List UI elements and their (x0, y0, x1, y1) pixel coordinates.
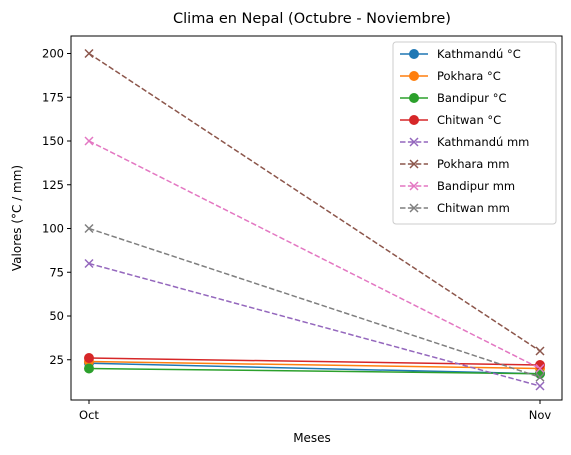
series (84, 136, 545, 374)
x-tick-label: Nov (529, 408, 552, 422)
series-line (88, 52, 541, 352)
x-axis-label: Meses (293, 431, 331, 445)
data-point (84, 258, 94, 269)
legend-item: Bandipur mm (400, 179, 515, 193)
y-axis: 25 50 75 100 125 150 175 200 (42, 47, 71, 367)
data-point (409, 203, 419, 213)
data-point (409, 49, 419, 59)
series-line (88, 140, 541, 370)
legend-item: Pokhara mm (400, 157, 509, 171)
plot-area (70, 35, 563, 401)
marker-stroke (409, 137, 419, 147)
data-point (409, 93, 419, 103)
marker-stroke (409, 203, 419, 213)
marker-stroke (409, 159, 419, 169)
y-tick-label: 75 (49, 265, 64, 279)
legend-item: Kathmandú °C (400, 47, 521, 61)
data-point (84, 136, 94, 146)
series (84, 258, 545, 391)
marker-stroke (84, 48, 94, 59)
legend-item: Chitwan mm (400, 201, 510, 215)
legend-label: Kathmandú mm (437, 135, 529, 149)
data-point (535, 346, 545, 356)
legend-label: Bandipur °C (437, 91, 506, 105)
legend-label: Chitwan mm (437, 201, 510, 215)
data-point (84, 353, 94, 363)
x-axis: Oct Nov (79, 400, 551, 422)
series-line (88, 360, 541, 370)
data-point (409, 159, 419, 169)
series-layer (84, 48, 545, 391)
legend-item: Pokhara °C (400, 69, 501, 83)
data-point (535, 363, 545, 374)
data-point (409, 181, 419, 191)
legend-label: Chitwan °C (437, 113, 501, 127)
series-line (88, 362, 541, 375)
y-tick-label: 25 (49, 353, 64, 367)
x-tick-label: Oct (79, 408, 99, 422)
data-point (535, 381, 545, 391)
legend: Kathmandú °C Pokhara °C Bandipur °C Chitwan… (392, 41, 557, 225)
legend-label: Pokhara °C (437, 69, 501, 83)
y-tick-label: 125 (42, 178, 64, 192)
marker-stroke (84, 223, 94, 234)
marker-stroke (409, 181, 419, 191)
series (84, 48, 545, 356)
data-point (409, 71, 419, 81)
legend-label: Bandipur mm (437, 179, 515, 193)
marker-stroke (84, 258, 94, 269)
chart-title: Clima en Nepal (Octubre - Noviembre) (173, 11, 451, 27)
data-point (84, 223, 94, 234)
data-point (84, 363, 94, 374)
series-line (88, 367, 541, 375)
legend-box (392, 41, 557, 225)
y-tick-label: 150 (42, 134, 64, 148)
series-line (88, 357, 541, 366)
y-tick-label: 100 (42, 222, 64, 236)
y-tick-label: 200 (42, 47, 64, 61)
data-point (84, 48, 94, 59)
legend-item: Kathmandú mm (400, 135, 529, 149)
y-tick-label: 175 (42, 90, 64, 104)
marker-stroke (535, 363, 545, 374)
series-line (88, 262, 541, 387)
marker-stroke (535, 372, 545, 382)
y-tick-label: 50 (49, 309, 64, 323)
marker-stroke (535, 346, 545, 356)
series-line (88, 227, 541, 378)
legend-item: Chitwan °C (400, 113, 501, 127)
data-point (535, 372, 545, 382)
data-point (409, 137, 419, 147)
legend-item: Bandipur °C (400, 91, 506, 105)
legend-label: Pokhara mm (437, 157, 509, 171)
series (84, 363, 545, 379)
legend-label: Kathmandú °C (437, 47, 521, 61)
series (84, 223, 545, 382)
y-axis-label: Valores (°C / mm) (10, 165, 24, 271)
data-point (409, 115, 419, 125)
marker-stroke (84, 136, 94, 146)
marker-stroke (535, 381, 545, 391)
